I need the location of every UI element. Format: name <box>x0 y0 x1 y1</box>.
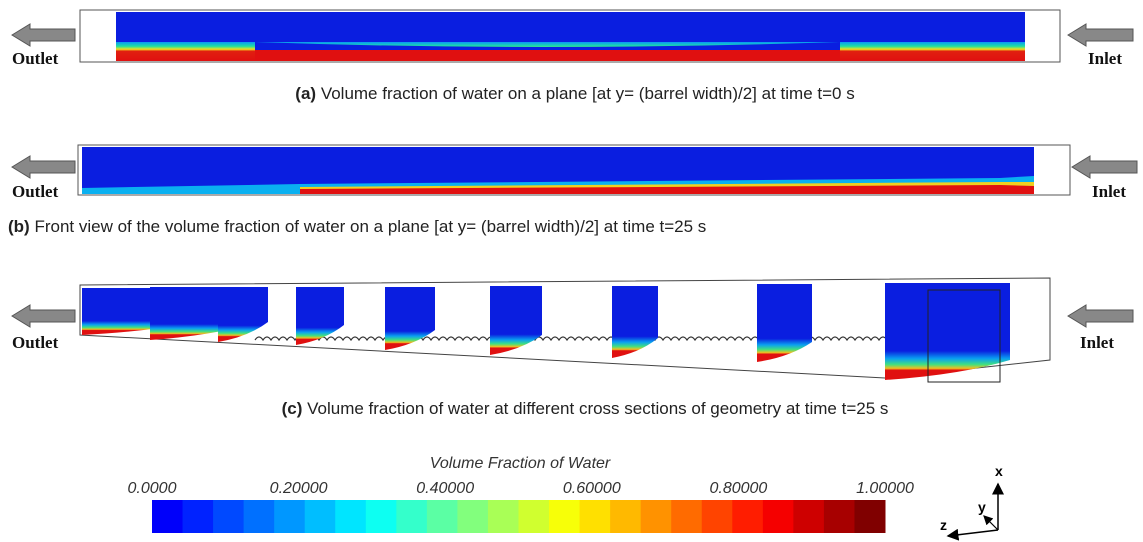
colorbar-segment <box>793 500 824 533</box>
inlet-arrow <box>1068 305 1133 327</box>
inlet-label: Inlet <box>1092 182 1126 201</box>
cross-section <box>885 283 1010 380</box>
axes-triad: x y z <box>940 463 1003 536</box>
cross-section <box>612 286 658 358</box>
colorbar-segment <box>152 500 183 533</box>
outlet-arrow <box>12 156 75 178</box>
colorbar-segment <box>671 500 702 533</box>
colorbar-segment <box>244 500 275 533</box>
colorbar-segment <box>702 500 733 533</box>
outlet-label: Outlet <box>12 49 59 68</box>
colorbar: 0.0000 0.20000 0.40000 0.60000 0.80000 1.0000… <box>128 480 914 533</box>
colorbar-segment <box>549 500 580 533</box>
colorbar-tick-label: 1.00000 <box>856 480 914 497</box>
colorbar-segment <box>763 500 794 533</box>
inlet-arrow <box>1072 156 1137 178</box>
colorbar-segment <box>183 500 214 533</box>
colorbar-segment <box>610 500 641 533</box>
axis-y: y <box>978 499 986 515</box>
colorbar-segment <box>335 500 366 533</box>
axis-z: z <box>940 517 947 533</box>
outlet-label: Outlet <box>12 182 59 201</box>
caption-label: (a) <box>295 84 316 103</box>
colorbar-segment <box>305 500 336 533</box>
colorbar-segment <box>457 500 488 533</box>
caption: (b) Front view of the volume fraction of… <box>8 217 706 236</box>
inlet-label: Inlet <box>1088 49 1122 68</box>
colorbar-tick-label: 0.60000 <box>563 480 621 497</box>
colorbar-tick-label: 0.80000 <box>709 480 767 497</box>
outlet-arrow <box>12 24 75 46</box>
colorbar-title: Volume Fraction of Water <box>430 455 611 472</box>
colorbar-segment <box>580 500 611 533</box>
outlet-arrow <box>12 305 75 327</box>
colorbar-segment <box>519 500 550 533</box>
caption: (a) Volume fraction of water on a plane … <box>295 84 854 103</box>
panel-c <box>80 278 1050 382</box>
axis-x: x <box>995 463 1003 479</box>
colorbar-segment <box>641 500 672 533</box>
colorbar-segment <box>824 500 855 533</box>
colorbar-segment <box>732 500 763 533</box>
caption-text: Front view of the volume fraction of wat… <box>34 217 706 236</box>
cross-section <box>218 287 268 342</box>
cross-section <box>490 286 542 355</box>
figure: Outlet Inlet (a) Volume fraction of wate… <box>0 0 1143 542</box>
outlet-label: Outlet <box>12 333 59 352</box>
panel-b <box>78 145 1070 195</box>
caption: (c) Volume fraction of water at differen… <box>282 399 889 418</box>
caption-label: (c) <box>282 399 303 418</box>
cross-section <box>296 287 344 345</box>
colorbar-segment <box>213 500 244 533</box>
colorbar-segment <box>854 500 885 533</box>
colorbar-segment <box>427 500 458 533</box>
inlet-arrow <box>1068 24 1133 46</box>
colorbar-tick-label: 0.20000 <box>270 480 328 497</box>
cross-section <box>385 287 435 350</box>
colorbar-segment <box>396 500 427 533</box>
colorbar-tick-label: 0.40000 <box>416 480 474 497</box>
caption-label: (b) <box>8 217 30 236</box>
caption-text: Volume fraction of water at different cr… <box>307 399 888 418</box>
panel-a <box>80 10 1060 62</box>
inlet-label: Inlet <box>1080 333 1114 352</box>
caption-text: Volume fraction of water on a plane [at … <box>321 84 855 103</box>
cross-section <box>757 284 812 362</box>
colorbar-segment <box>488 500 519 533</box>
colorbar-segment <box>274 500 305 533</box>
colorbar-tick-label: 0.0000 <box>128 480 177 497</box>
colorbar-segment <box>366 500 397 533</box>
